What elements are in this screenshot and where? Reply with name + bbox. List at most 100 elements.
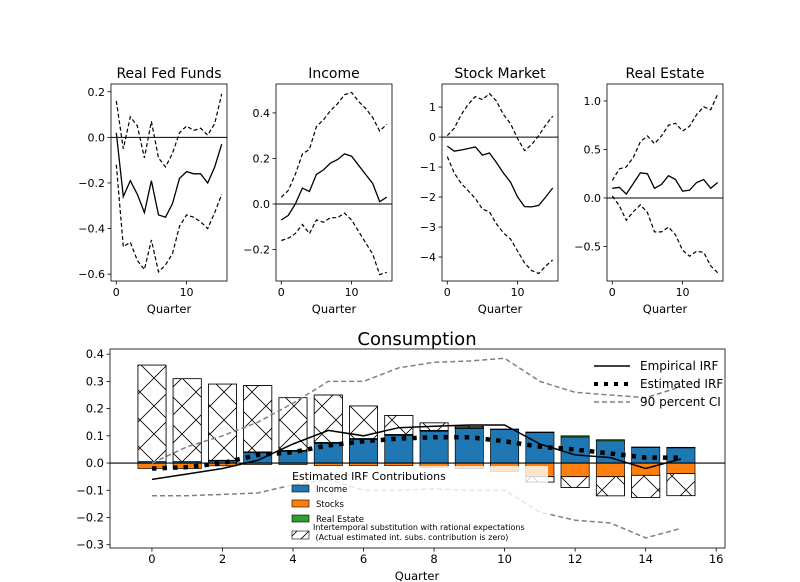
bar-intertemporal (631, 474, 661, 498)
bar-real-estate (490, 428, 520, 430)
x-tick-label: 10 (676, 286, 690, 299)
y-tick-label: −3 (420, 221, 436, 234)
x-tick-label: 10 (497, 552, 512, 566)
bar-intertemporal (384, 415, 414, 435)
y-tick-label: −0.3 (76, 538, 104, 552)
bar-intertemporal (208, 383, 237, 461)
bar-intertemporal (278, 397, 308, 451)
bar-real-estate (595, 439, 625, 442)
legend-title: Estimated IRF Contributions (292, 470, 446, 483)
y-tick-label: 0.2 (86, 402, 104, 416)
y-tick-label: 1.0 (584, 95, 602, 108)
panel-title: Real Estate (626, 66, 705, 82)
y-tick-label: 0.0 (584, 192, 602, 205)
axes-frame (110, 83, 228, 282)
x-axis-label: Quarter (147, 302, 192, 316)
legend-label: Real Estate (316, 515, 364, 525)
x-tick-label: 0 (278, 286, 285, 299)
x-axis-label: Quarter (312, 302, 357, 316)
bar-income (560, 436, 590, 464)
legend-label: Estimated IRF (640, 377, 723, 391)
y-tick-label: −4 (420, 251, 436, 264)
plot-area (607, 93, 723, 274)
y-tick-label: −2 (420, 191, 436, 204)
y-tick-label: −0.4 (78, 223, 105, 236)
y-tick-label: 0.5 (584, 143, 602, 156)
series-lower-band (446, 156, 554, 275)
series-upper-band (280, 91, 388, 198)
legend-background (286, 466, 548, 546)
y-tick-label: 0.2 (88, 86, 106, 99)
y-tick-label: 0.4 (86, 347, 104, 361)
series-lower-band (281, 212, 387, 276)
series-empirical-irf (151, 424, 682, 481)
y-tick-label: 0.0 (88, 131, 106, 144)
bar-real-estate (525, 431, 555, 433)
bar-intertemporal (243, 385, 273, 453)
plot-area (111, 93, 227, 274)
bar-real-estate (560, 435, 590, 438)
legend-label: Empirical IRF (640, 359, 718, 373)
panel-title: Real Fed Funds (116, 66, 221, 82)
bar-intertemporal (560, 476, 590, 488)
y-tick-label: 0.0 (86, 456, 104, 470)
y-tick-label: 0.3 (86, 374, 104, 388)
series-point-estimate (446, 145, 554, 208)
series-estimated-irf (151, 434, 681, 471)
legend-swatch-intertemporal (291, 530, 310, 540)
bar-real-estate (666, 446, 696, 449)
y-tick-label: 0 (429, 131, 436, 144)
panel-real-fed-funds: Real Fed Funds Quarter 0 10 −0.6 −0.4 −0.2 0.… (78, 66, 228, 316)
series-point-estimate (612, 172, 719, 196)
x-tick-label: 0 (113, 286, 120, 299)
bar-real-estate (631, 446, 661, 448)
panel-real-estate: Real Estate Quarter 0 10 −0.5 0.0 0.5 1.0 (574, 66, 724, 316)
panel-title: Stock Market (454, 66, 546, 82)
axes-frame (441, 83, 559, 282)
y-tick-label: 0.0 (253, 198, 271, 211)
y-tick-label: −0.5 (574, 240, 601, 253)
y-tick-label: 0.1 (86, 429, 104, 443)
x-tick-label: 0 (148, 552, 155, 566)
series-lower-band (115, 164, 223, 274)
bar-stocks (666, 462, 696, 474)
x-tick-label: 0 (609, 286, 616, 299)
plot-area (442, 92, 558, 275)
bar-intertemporal (313, 394, 343, 443)
x-tick-label: 12 (568, 552, 583, 566)
bar-income (384, 434, 414, 464)
y-tick-label: −1 (420, 161, 436, 174)
legend-swatch-stocks (291, 499, 310, 508)
bar-intertemporal (595, 476, 625, 497)
x-tick-label: 10 (345, 286, 359, 299)
legend-label: (Actual estimated int. subs. contributio… (313, 533, 508, 542)
x-tick-label: 6 (360, 552, 367, 566)
x-tick-label: 14 (638, 552, 653, 566)
x-tick-label: 2 (219, 552, 226, 566)
legend-label: Intertemporal substitution with rational… (313, 523, 525, 532)
axes-frame (275, 83, 393, 282)
bar-stocks (560, 462, 590, 478)
y-tick-label: 0.2 (253, 152, 271, 165)
series-lower-band (611, 195, 719, 274)
panel-title: Consumption (357, 329, 476, 350)
series-point-estimate (280, 153, 388, 221)
legend-swatch-real-estate (291, 514, 310, 523)
series-point-estimate (115, 132, 223, 218)
series-upper-band (115, 93, 223, 169)
panel-title: Income (308, 66, 360, 82)
plot-area (110, 357, 725, 539)
legend-contributions: Estimated IRF Contributions Income Stock… (286, 466, 548, 546)
legend-label: Income (316, 485, 347, 495)
bar-income (278, 451, 308, 464)
x-tick-label: 10 (511, 286, 525, 299)
y-tick-label: 1 (429, 101, 436, 114)
bar-stocks (595, 462, 625, 478)
panel-consumption: Consumption Quarter 0 2 4 6 8 10 12 14 16 −0.3 −0.… (76, 329, 726, 582)
series-upper-band (611, 93, 719, 181)
x-axis-label: Quarter (395, 569, 440, 582)
y-tick-label: −0.1 (76, 483, 104, 497)
y-tick-label: 0.4 (253, 107, 271, 120)
panel-income: Income Quarter 0 10 −0.2 0.0 0.2 0.4 (243, 66, 393, 316)
